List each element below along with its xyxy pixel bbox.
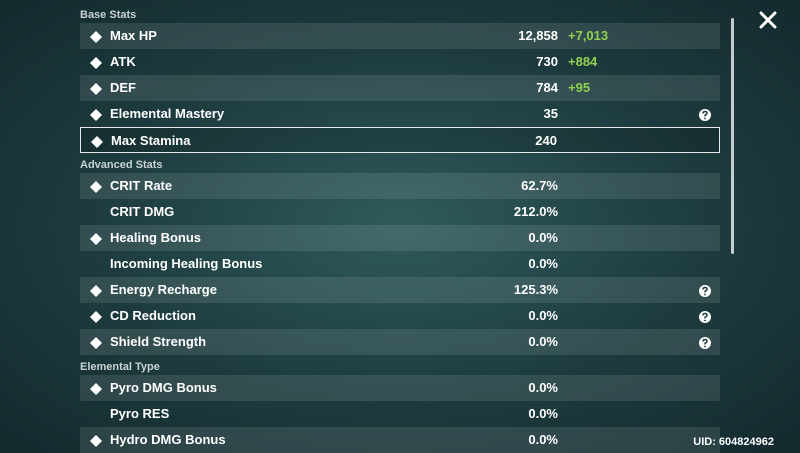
stat-row[interactable]: Energy Recharge 125.3% [80,277,720,303]
section-title: Advanced Stats [80,159,163,171]
stat-name: Pyro RES [110,406,170,421]
stat-icon [90,232,102,245]
stat-icon [90,56,102,69]
scrollbar[interactable] [731,18,734,254]
stat-value: 0.0% [528,230,558,245]
stat-name: Elemental Mastery [110,106,225,121]
stat-value: 784 [536,80,558,95]
stat-value: 0.0% [528,308,558,323]
stat-icon [90,284,102,297]
stat-row[interactable]: Elemental Mastery 35 [80,101,720,127]
stat-name: Hydro DMG Bonus [110,432,226,447]
stat-name: Max HP [110,28,157,43]
help-icon[interactable] [699,108,711,121]
stat-row[interactable]: CRIT Rate 62.7% [80,173,720,199]
stat-value: 35 [543,106,558,121]
help-icon[interactable] [699,284,711,297]
stat-name: ATK [110,54,136,69]
stat-row[interactable]: Healing Bonus 0.0% [80,225,720,251]
stat-row[interactable]: Pyro DMG Bonus 0.0% [80,375,720,401]
stat-name: CD Reduction [110,308,196,323]
stat-name: Healing Bonus [110,230,202,245]
stat-value: 0.0% [528,256,558,271]
stat-row[interactable]: ATK 730 +884 [80,49,720,75]
stat-row[interactable]: Shield Strength 0.0% [80,329,720,355]
stat-row[interactable]: CD Reduction 0.0% [80,303,720,329]
stat-bonus: +95 [568,80,591,95]
stat-name: Pyro DMG Bonus [110,380,217,395]
stat-value: 0.0% [528,432,558,447]
stat-row[interactable]: Incoming Healing Bonus 0.0% [80,251,720,277]
stat-value: 62.7% [521,178,558,193]
close-button[interactable] [758,10,778,30]
stat-value: 730 [536,54,558,69]
section-title: Elemental Type [80,361,160,373]
stat-icon [91,135,103,148]
stat-bonus: +7,013 [568,28,609,43]
stat-row[interactable]: Hydro DMG Bonus 0.0% [80,427,720,453]
stat-value: 212.0% [513,204,558,219]
stat-icon [90,434,102,447]
stat-name: Max Stamina [111,133,191,148]
stat-icon [90,180,102,193]
stat-row[interactable]: DEF 784 +95 [80,75,720,101]
stat-icon [90,108,102,121]
stat-icon [90,82,102,95]
stat-icon [90,336,102,349]
stat-value: 0.0% [528,406,558,421]
stat-row[interactable]: CRIT DMG 212.0% [80,199,720,225]
help-icon[interactable] [699,310,711,323]
stat-name: Energy Recharge [110,282,217,297]
stat-value: 0.0% [528,334,558,349]
stat-icon [90,30,102,43]
stat-row[interactable]: Max HP 12,858 +7,013 [80,23,720,49]
stat-value: 125.3% [513,282,558,297]
stat-name: DEF [110,80,136,95]
help-icon[interactable] [699,336,711,349]
stat-icon [90,382,102,395]
stat-bonus: +884 [568,54,598,69]
stat-row[interactable]: Pyro RES 0.0% [80,401,720,427]
uid: UID: 604824962 [693,436,774,448]
stat-value: 0.0% [528,380,558,395]
section-title: Base Stats [80,9,137,21]
stat-value: 240 [535,133,557,148]
stat-name: CRIT Rate [110,178,173,193]
stat-name: CRIT DMG [110,204,175,219]
stat-value: 12,858 [518,28,558,43]
stat-icon [90,310,102,323]
stat-row[interactable]: Max Stamina 240 [80,127,720,153]
stat-name: Shield Strength [110,334,207,349]
stat-name: Incoming Healing Bonus [110,256,263,271]
